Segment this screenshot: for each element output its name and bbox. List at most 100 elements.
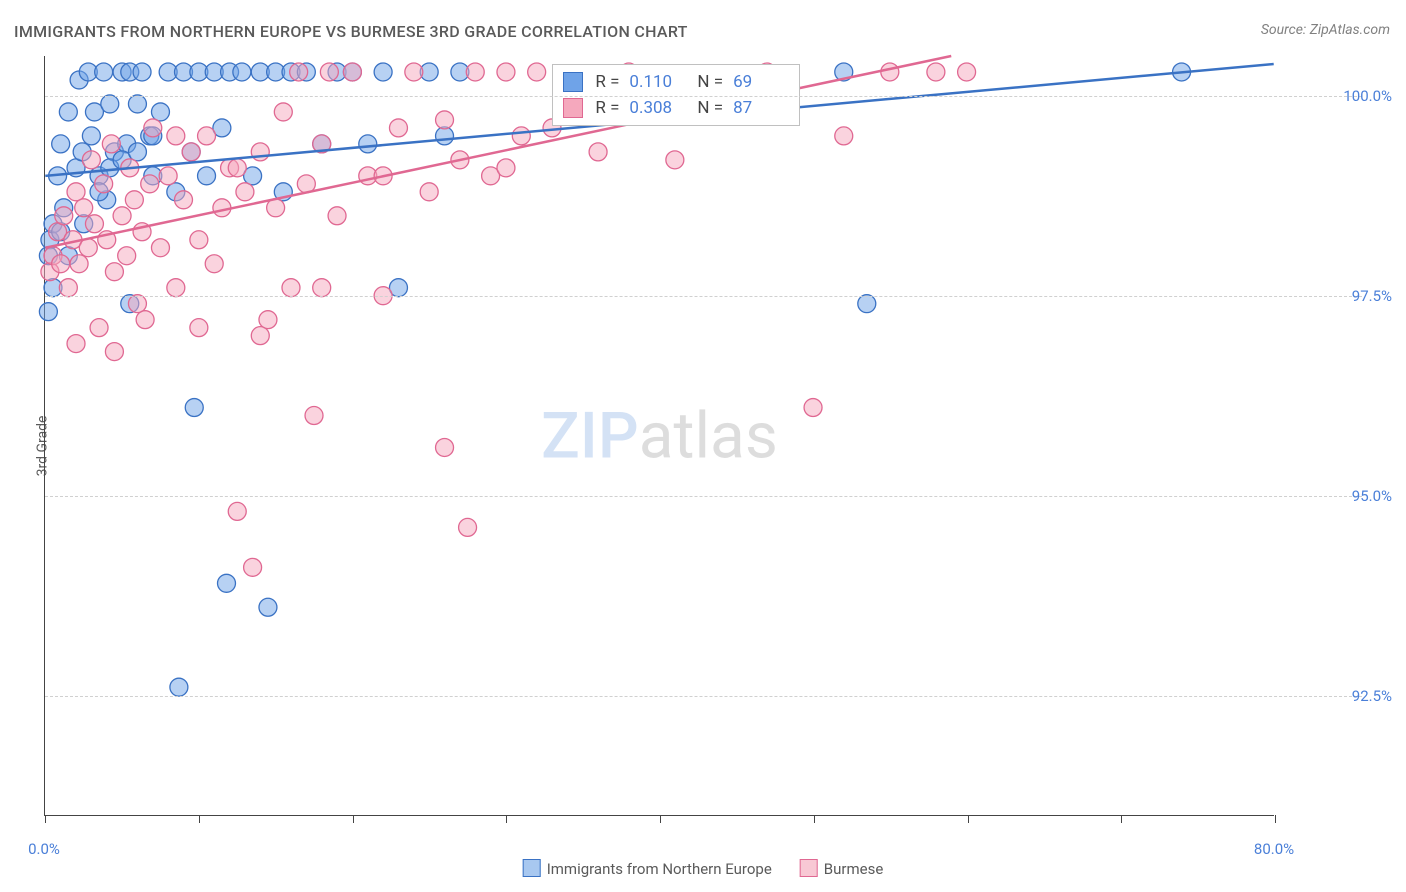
scatter-point (67, 335, 85, 353)
scatter-point (666, 151, 684, 169)
scatter-point (328, 207, 346, 225)
trend-line (45, 56, 951, 248)
gridline (45, 296, 1362, 297)
scatter-point (305, 407, 323, 425)
stat-n-label: N = (697, 98, 723, 118)
chart-title: IMMIGRANTS FROM NORTHERN EUROPE VS BURME… (14, 22, 688, 41)
legend-item: Immigrants from Northern Europe (523, 859, 772, 878)
scatter-point (228, 159, 246, 177)
scatter-point (95, 175, 113, 193)
scatter-point (236, 183, 254, 201)
scatter-point (282, 279, 300, 297)
scatter-point (182, 143, 200, 161)
stat-row: R = 0.110 N = 69 (553, 69, 799, 95)
scatter-point (128, 295, 146, 313)
stat-r-label: R = (595, 98, 619, 118)
stat-r-value: 0.308 (629, 98, 681, 118)
stat-swatch (563, 98, 583, 118)
scatter-point (52, 135, 70, 153)
y-tick-label: 95.0% (1352, 487, 1392, 505)
scatter-point (374, 63, 392, 81)
stat-r-value: 0.110 (629, 72, 681, 92)
scatter-point (133, 63, 151, 81)
stat-swatch (563, 72, 583, 92)
scatter-point (436, 438, 454, 456)
scatter-point (75, 199, 93, 217)
scatter-point (359, 135, 377, 153)
correlation-chart: IMMIGRANTS FROM NORTHERN EUROPE VS BURME… (0, 0, 1406, 892)
scatter-point (528, 63, 546, 81)
scatter-point (67, 183, 85, 201)
legend-item: Burmese (800, 859, 884, 878)
scatter-point (927, 63, 945, 81)
legend-swatch (800, 859, 818, 877)
scatter-point (52, 255, 70, 273)
scatter-point (141, 175, 159, 193)
scatter-point (436, 127, 454, 145)
scatter-point (101, 95, 119, 113)
scatter-point (185, 399, 203, 417)
legend-label: Burmese (824, 860, 884, 878)
scatter-point (113, 207, 131, 225)
stat-n-value: 69 (733, 72, 785, 92)
scatter-point (244, 558, 262, 576)
scatter-point (102, 135, 120, 153)
scatter-point (313, 279, 331, 297)
scatter-point (320, 63, 338, 81)
scatter-point (128, 143, 146, 161)
scatter-point (466, 63, 484, 81)
scatter-point (497, 159, 515, 177)
scatter-point (512, 127, 530, 145)
scatter-point (55, 207, 73, 225)
scatter-point (218, 574, 236, 592)
scatter-point (259, 598, 277, 616)
scatter-point (82, 127, 100, 145)
scatter-point (159, 167, 177, 185)
scatter-point (405, 63, 423, 81)
correlation-stats-box: R = 0.110 N = 69 R = 0.308 N = 87 (552, 64, 800, 126)
y-tick-label: 97.5% (1352, 287, 1392, 305)
scatter-point (420, 183, 438, 201)
scatter-point (167, 279, 185, 297)
scatter-point (958, 63, 976, 81)
scatter-point (497, 63, 515, 81)
legend-swatch (523, 859, 541, 877)
y-tick-label: 100.0% (1343, 87, 1392, 105)
scatter-point (205, 255, 223, 273)
scatter-point (39, 303, 57, 321)
scatter-point (190, 319, 208, 337)
legend-label: Immigrants from Northern Europe (547, 860, 772, 878)
scatter-point (251, 143, 269, 161)
legend: Immigrants from Northern Europe Burmese (523, 859, 884, 878)
scatter-point (82, 151, 100, 169)
stat-r-label: R = (595, 72, 619, 92)
scatter-point (105, 263, 123, 281)
x-tick (353, 815, 354, 823)
scatter-point (59, 279, 77, 297)
stat-n-label: N = (697, 72, 723, 92)
scatter-point (95, 63, 113, 81)
x-tick (968, 815, 969, 823)
scatter-point (198, 167, 216, 185)
gridline (45, 696, 1362, 697)
scatter-point (128, 95, 146, 113)
scatter-point (233, 63, 251, 81)
x-tick (660, 815, 661, 823)
x-tick (1121, 815, 1122, 823)
scatter-point (274, 103, 292, 121)
stat-n-value: 87 (733, 98, 785, 118)
scatter-point (190, 231, 208, 249)
x-tick (199, 815, 200, 823)
x-tick-label: 80.0% (1254, 840, 1294, 858)
gridline (45, 96, 1362, 97)
scatter-point (59, 103, 77, 121)
scatter-point (589, 143, 607, 161)
scatter-point (70, 255, 88, 273)
scatter-point (251, 327, 269, 345)
stat-row: R = 0.308 N = 87 (553, 95, 799, 121)
scatter-point (804, 399, 822, 417)
y-tick-label: 92.5% (1352, 687, 1392, 705)
plot-area: ZIPatlas R =0.110N =69R =0.308N =87 (44, 56, 1274, 816)
scatter-point (79, 239, 97, 257)
scatter-point (228, 502, 246, 520)
